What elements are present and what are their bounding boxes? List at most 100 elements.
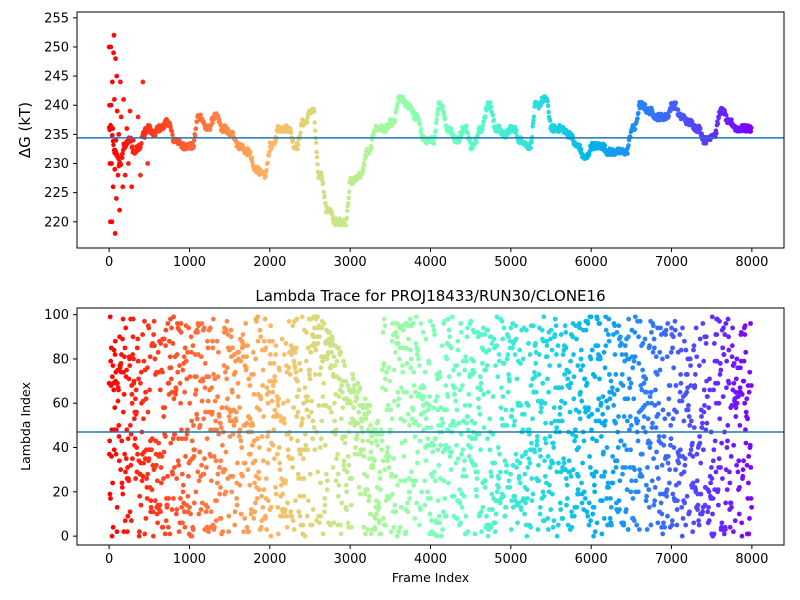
lambda-point [703,427,709,433]
lambda-point [605,405,611,411]
lambda-point [433,520,439,526]
lambda-point [748,465,754,470]
delta-g-point [135,114,141,120]
lambda-point [382,467,388,473]
lambda-point [586,405,591,411]
delta-g-point [315,162,320,167]
lambda-point [575,363,581,368]
lambda-point [250,442,255,448]
lambda-point [342,440,348,446]
lambda-point [128,462,134,468]
lambda-point [144,496,150,501]
lambda-point [133,387,139,393]
lambda-point [613,420,618,426]
delta-g-point [547,118,553,123]
lambda-point [161,476,166,481]
lambda-point [447,454,453,459]
lambda-point [342,363,348,368]
lambda-point [562,372,568,377]
lambda-point [490,431,496,437]
lambda-point [497,469,503,475]
lambda-point [405,509,411,515]
lambda-point [370,465,376,470]
delta-g-point [393,109,399,115]
lambda-point [411,383,417,388]
lambda-point [300,456,306,462]
lambda-point [606,316,612,322]
lambda-point [272,378,278,384]
lambda-point [379,447,384,453]
lambda-point [352,451,358,457]
lambda-point [732,518,738,524]
delta-g-point [122,172,128,178]
lambda-point [206,374,212,380]
lambda-point [601,449,606,455]
lambda-point [557,405,563,411]
lambda-point [122,345,128,351]
lambda-point [694,451,700,457]
lambda-point [151,332,156,337]
lambda-point [705,509,711,515]
lambda-point [317,372,323,377]
lambda-point [205,345,211,351]
lambda-point [433,398,439,404]
lambda-point [581,489,587,495]
lambda-point [345,520,351,526]
delta-g-point [491,117,497,123]
lambda-point [362,396,368,402]
lambda-point [472,329,477,335]
lambda-point [562,323,568,329]
lambda-point [387,427,393,433]
lambda-point [226,414,232,419]
lambda-point [513,336,519,342]
lambda-point [538,409,544,415]
lambda-point [600,394,606,399]
lambda-point [745,480,751,486]
lambda-point [577,325,583,331]
lambda-point [735,394,741,399]
lambda-point [545,454,551,459]
lambda-point [438,533,444,539]
delta-g-point [304,120,310,125]
lambda-point [576,491,582,497]
lambda-point [675,498,680,504]
delta-g-point [110,132,115,138]
lambda-point [339,383,344,388]
lambda-point [741,378,747,384]
lambda-point [466,454,472,459]
lambda-point [269,378,275,384]
lambda-point [406,476,412,481]
lambda-point [232,509,238,515]
lambda-point [712,438,718,444]
lambda-point [372,527,378,532]
lambda-point [575,473,581,479]
lambda-point [541,493,547,499]
lambda-point [609,385,615,391]
delta-g-point [138,172,143,178]
lambda-point [145,365,150,371]
lambda-point [687,422,693,428]
lambda-point [193,489,199,495]
lambda-point [119,485,125,490]
lambda-point [710,458,716,464]
lambda-point [739,520,745,526]
lambda-point [110,480,116,486]
lambda-point [124,529,130,535]
delta-g-point [113,196,119,201]
lambda-point [614,458,620,464]
lambda-point [357,491,363,497]
lambda-point [205,504,211,510]
delta-g-point [115,172,121,178]
lambda-point [381,316,387,322]
lambda-point [465,427,471,433]
lambda-point [456,372,462,377]
lambda-point [551,445,557,450]
delta-g-point [112,231,118,236]
lambda-point [120,491,126,497]
lambda-point [426,403,432,408]
lambda-point [722,527,728,532]
lambda-point [274,451,280,457]
lambda-point [378,427,384,433]
lambda-point [541,314,547,320]
lambda-point [198,507,204,512]
